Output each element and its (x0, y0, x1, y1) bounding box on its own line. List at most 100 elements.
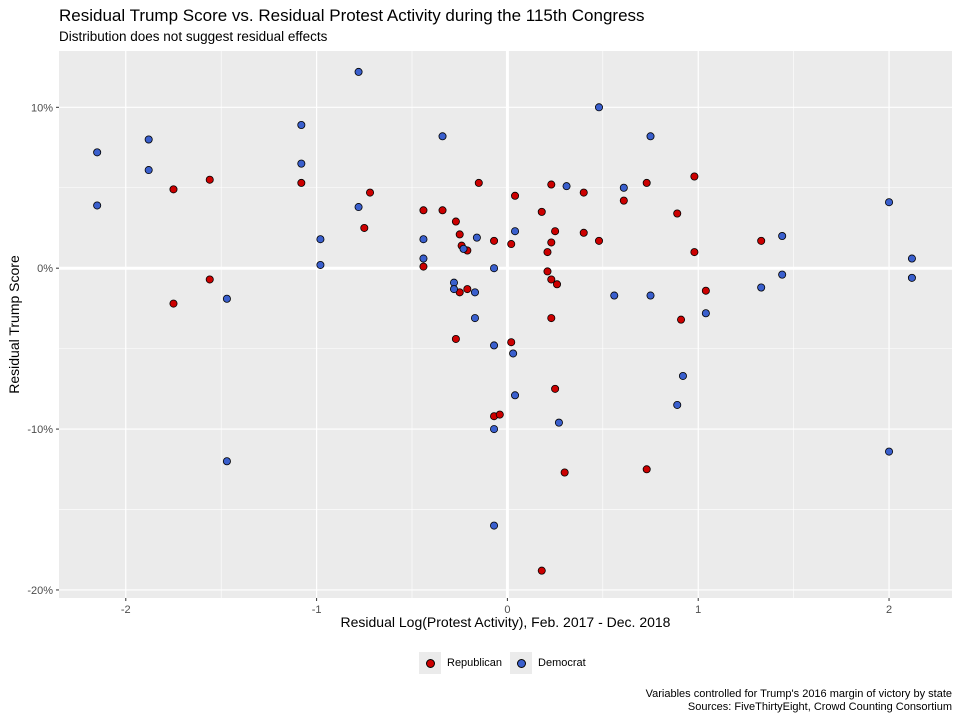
legend: Republican Democrat (419, 652, 586, 674)
data-point-democrat (511, 391, 520, 400)
data-point-republican (495, 410, 504, 419)
data-point-democrat (449, 285, 458, 294)
data-point-republican (205, 275, 214, 284)
data-point-republican (690, 172, 699, 181)
data-point-republican (366, 188, 375, 197)
x-tick-label: 0 (504, 604, 510, 616)
data-point-democrat (619, 183, 628, 192)
x-tick-label: 1 (695, 604, 701, 616)
data-point-republican (579, 228, 588, 237)
data-point-republican (547, 238, 556, 247)
data-point-democrat (678, 371, 687, 380)
data-point-republican (594, 236, 603, 245)
data-point-republican (511, 191, 520, 200)
data-point-republican (419, 206, 428, 215)
data-point-democrat (490, 425, 499, 434)
data-point-republican (537, 207, 546, 216)
data-point-republican (579, 188, 588, 197)
data-point-democrat (490, 264, 499, 273)
data-points (93, 67, 916, 575)
data-point-democrat (562, 182, 571, 191)
data-point-republican (547, 180, 556, 189)
data-point-republican (438, 206, 447, 215)
y-tick-label: 10% (31, 102, 53, 114)
democrat-marker-icon (516, 658, 526, 668)
data-point-republican (642, 178, 651, 187)
legend-key-republican (419, 652, 441, 674)
zero-reference-lines (59, 51, 952, 598)
legend-label-democrat: Democrat (538, 657, 586, 669)
data-point-republican (490, 236, 499, 245)
x-tick-label: 2 (886, 604, 892, 616)
data-point-democrat (222, 457, 231, 466)
data-point-democrat (354, 67, 363, 76)
data-point-republican (463, 285, 472, 294)
data-point-democrat (646, 291, 655, 300)
data-point-republican (701, 286, 710, 295)
data-point-democrat (490, 521, 499, 530)
data-point-republican (551, 384, 560, 393)
data-point-democrat (509, 349, 518, 358)
legend-key-democrat (510, 652, 533, 674)
x-axis-title: Residual Log(Protest Activity), Feb. 201… (341, 614, 671, 630)
y-axis-ticks: -20% -10% 0% 10% (27, 102, 59, 597)
plot-panel (59, 51, 952, 598)
data-point-democrat (419, 235, 428, 244)
data-point-republican (547, 314, 556, 323)
data-point-democrat (222, 294, 231, 303)
chart-title: Residual Trump Score vs. Residual Protes… (59, 6, 645, 25)
chart-subtitle: Distribution does not suggest residual e… (59, 29, 328, 44)
data-point-democrat (354, 203, 363, 212)
data-point-republican (360, 223, 369, 232)
data-point-democrat (490, 341, 499, 350)
data-point-republican (551, 227, 560, 236)
caption: Variables controlled for Trump's 2016 ma… (646, 688, 952, 714)
y-axis-title: Residual Trump Score (6, 255, 22, 394)
data-point-republican (547, 275, 556, 284)
data-point-republican (673, 209, 682, 218)
data-point-republican (619, 196, 628, 205)
data-point-republican (537, 566, 546, 575)
x-tick-label: -2 (121, 604, 131, 616)
y-tick-label: 0% (37, 263, 53, 275)
data-point-democrat (778, 232, 787, 241)
data-point-democrat (885, 447, 894, 456)
data-point-republican (677, 315, 686, 324)
x-tick-label: -1 (312, 604, 322, 616)
data-point-democrat (594, 103, 603, 112)
data-point-democrat (297, 159, 306, 168)
data-point-republican (553, 280, 562, 289)
data-point-republican (543, 248, 552, 257)
data-point-republican (205, 175, 214, 184)
legend-item-democrat: Democrat (510, 652, 586, 674)
data-point-democrat (907, 273, 916, 282)
data-point-republican (169, 185, 178, 194)
data-point-republican (297, 178, 306, 187)
caption-line-2: Sources: FiveThirtyEight, Crowd Counting… (687, 701, 952, 713)
data-point-republican (474, 178, 483, 187)
legend-label-republican: Republican (447, 657, 503, 669)
data-point-democrat (673, 400, 682, 409)
data-point-democrat (438, 132, 447, 141)
data-point-democrat (419, 254, 428, 263)
data-point-democrat (316, 235, 325, 244)
data-point-republican (642, 465, 651, 474)
data-point-republican (455, 230, 464, 239)
data-point-democrat (459, 244, 468, 253)
republican-marker-icon (425, 658, 435, 668)
data-point-republican (419, 262, 428, 271)
x-axis-ticks: -2 -1 0 1 2 (121, 598, 892, 616)
data-point-democrat (472, 233, 481, 242)
data-point-republican (451, 217, 460, 226)
data-point-democrat (757, 283, 766, 292)
data-point-democrat (646, 132, 655, 141)
data-point-democrat (93, 201, 102, 210)
data-point-republican (507, 338, 516, 347)
data-point-democrat (885, 198, 894, 207)
data-point-democrat (93, 148, 102, 157)
data-point-republican (169, 299, 178, 308)
data-point-democrat (144, 135, 153, 144)
data-point-republican (451, 334, 460, 343)
data-point-republican (757, 236, 766, 245)
